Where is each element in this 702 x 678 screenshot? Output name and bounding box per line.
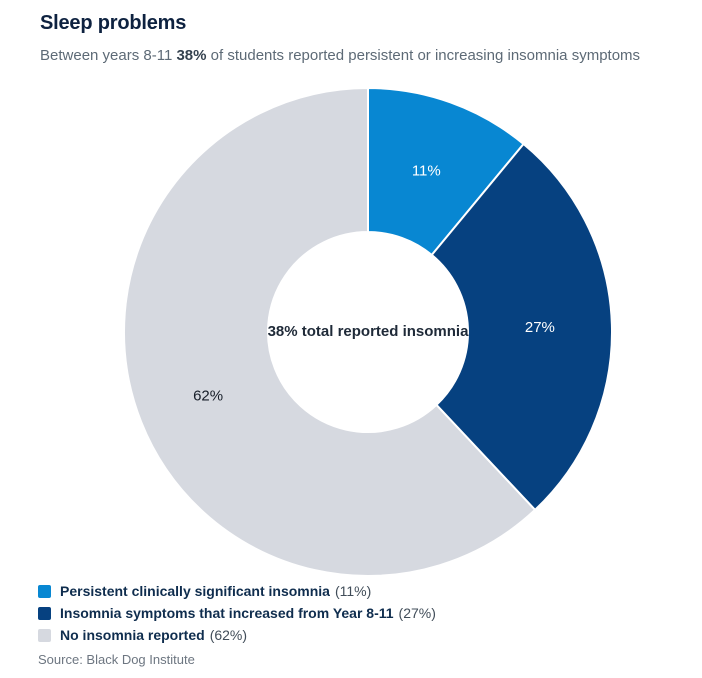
chart-subtitle: Between years 8-11 38% of students repor…	[40, 47, 640, 64]
legend-item-persistent-insomnia[interactable]: Persistent clinically significant insomn…	[38, 580, 436, 602]
donut-slice-2[interactable]	[123, 87, 537, 577]
slice-value-label-0: 11%	[412, 162, 441, 179]
donut-slice-1[interactable]	[430, 142, 613, 511]
legend-swatch-gray	[38, 628, 51, 642]
donut-center-label: 38% total reported insomnia	[267, 323, 469, 340]
subtitle-highlight: 38%	[176, 47, 207, 64]
legend-pct: (27%)	[398, 605, 436, 621]
legend-label: No insomnia reported	[60, 627, 205, 643]
page-title: Sleep problems	[40, 12, 187, 34]
legend-pct: (62%)	[209, 627, 248, 643]
legend-item-increased-insomnia[interactable]: Insomnia symptoms that increased from Ye…	[38, 602, 436, 624]
legend-label: Persistent clinically significant insomn…	[60, 583, 330, 599]
subtitle-suffix: of students reported persistent or incre…	[206, 47, 641, 64]
donut-svg: 11% 27% 62%	[123, 87, 613, 577]
chart-legend: Persistent clinically significant insomn…	[38, 580, 436, 646]
legend-swatch-dark-blue	[38, 606, 51, 620]
source-attribution: Source: Black Dog Institute	[38, 652, 195, 667]
legend-pct: (11%)	[334, 583, 372, 599]
slice-value-label-2: 62%	[193, 388, 223, 405]
legend-label: Insomnia symptoms that increased from Ye…	[60, 605, 394, 621]
subtitle-prefix: Between years 8-11	[40, 47, 177, 64]
legend-item-no-insomnia[interactable]: No insomnia reported (62%)	[38, 624, 436, 646]
slice-value-label-1: 27%	[525, 319, 555, 336]
legend-swatch-light-blue	[38, 584, 51, 598]
donut-chart: 11% 27% 62%	[122, 86, 614, 578]
